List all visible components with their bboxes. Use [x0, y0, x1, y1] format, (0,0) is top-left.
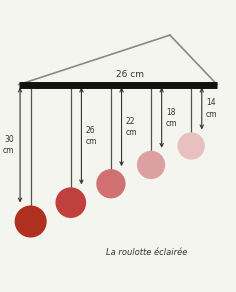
Circle shape: [137, 151, 165, 179]
Text: La roulotte éclairée: La roulotte éclairée: [106, 248, 187, 257]
Text: 30
cm: 30 cm: [3, 135, 14, 155]
Circle shape: [55, 187, 86, 218]
Circle shape: [177, 132, 205, 160]
Text: 26
cm: 26 cm: [86, 126, 97, 146]
Text: 14
cm: 14 cm: [206, 98, 218, 119]
Circle shape: [96, 169, 126, 198]
Text: 22
cm: 22 cm: [126, 117, 137, 137]
Text: 26 cm: 26 cm: [116, 70, 144, 79]
Text: 18
cm: 18 cm: [166, 108, 177, 128]
Circle shape: [15, 206, 47, 238]
